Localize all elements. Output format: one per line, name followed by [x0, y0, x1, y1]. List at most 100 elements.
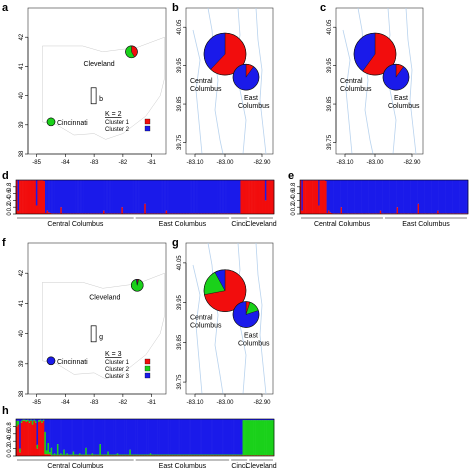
structure-d-bar-segment	[238, 180, 241, 214]
structure-h-bar-segment	[119, 455, 122, 456]
structure-h-bar-segment	[244, 455, 246, 456]
structure-d-bar-segment	[109, 213, 111, 214]
structure-e-bar-segment	[321, 180, 323, 214]
structure-h-bar-segment	[242, 419, 245, 421]
structure-d-bar-segment	[212, 213, 215, 214]
structure-e-bar-segment	[393, 180, 396, 214]
structure-h-bar-segment	[214, 455, 217, 456]
structure-h-bar-segment	[248, 419, 251, 421]
structure-h-bar-segment	[96, 419, 99, 455]
structure-d-bar-segment	[43, 181, 46, 214]
structure-e-bar-segment	[316, 180, 319, 214]
map-g-pie-central-columbus-outline	[203, 269, 247, 312]
structure-h-bar-segment	[110, 454, 113, 456]
structure-d-bar-segment	[63, 180, 66, 214]
structure-e-bar-segment	[456, 180, 459, 214]
structure-h-bar-segment	[99, 419, 102, 445]
structure-h-bar-segment	[33, 419, 36, 420]
structure-h-bar-segment	[272, 419, 275, 421]
map-a-legend-label: Cluster 2	[105, 127, 130, 133]
structure-d-bar-segment	[96, 213, 99, 214]
structure-e-bar-segment	[350, 213, 353, 214]
structure-h-bar-segment	[50, 419, 53, 448]
structure-d-group-label: East Columbus	[159, 221, 207, 228]
structure-d-bar-segment	[133, 180, 136, 214]
map-f-legend-title: K = 3	[105, 351, 122, 358]
structure-h-bar-segment	[174, 419, 177, 455]
structure-h-bar-segment	[97, 454, 100, 456]
structure-h-bar-segment	[47, 454, 50, 456]
structure-e-bar-segment	[351, 213, 354, 214]
structure-d-bar-segment	[52, 180, 55, 214]
structure-h-bar-segment	[231, 454, 234, 456]
structure-d-bar-segment	[136, 213, 139, 214]
structure-d-bar-segment	[124, 213, 127, 214]
structure-d-bar-segment	[113, 213, 116, 214]
structure-h-bar-segment	[154, 419, 157, 455]
structure-h-bar-segment	[220, 419, 223, 455]
structure-h-bar-segment	[149, 453, 152, 456]
structure-h-bar-segment	[141, 455, 144, 456]
structure-e-bar-segment	[356, 180, 358, 214]
structure-e-bar-segment	[392, 213, 395, 214]
structure-h-bar-segment	[58, 455, 61, 456]
structure-d-bar-segment	[49, 180, 52, 213]
structure-e-bar-segment	[434, 213, 437, 214]
structure-h-bar-segment	[173, 455, 176, 456]
map-g-river	[207, 242, 224, 395]
structure-h-bar-segment	[157, 455, 160, 456]
map-c-x-tick-label: -82.90	[403, 160, 421, 166]
structure-h-bar-segment	[67, 455, 70, 456]
structure-h-bar-segment	[119, 454, 122, 456]
structure-h-bar-segment	[130, 455, 133, 456]
structure-e-bar-segment	[417, 180, 420, 204]
structure-d-bar-segment	[119, 180, 122, 214]
structure-h-bar-segment	[61, 454, 64, 456]
structure-h-bar-segment	[156, 454, 158, 456]
structure-h-bar-segment	[89, 454, 92, 456]
structure-d-bar-segment	[64, 180, 67, 214]
structure-h-bar-segment	[145, 454, 147, 456]
structure-d-bar-segment	[40, 180, 43, 214]
structure-d-bar-segment	[234, 180, 237, 214]
structure-h-bar-segment	[152, 455, 155, 456]
structure-d-bar-segment	[153, 180, 156, 214]
structure-d-bar-segment	[58, 180, 61, 214]
structure-e-bar-segment	[381, 213, 383, 214]
structure-e-bar-segment	[434, 180, 437, 214]
structure-h-bar-segment	[34, 422, 37, 456]
structure-e-bar-segment	[419, 213, 421, 214]
structure-d-bar-segment	[95, 180, 98, 214]
structure-e-bar-segment	[302, 180, 305, 214]
structure-e-bar-segment	[350, 180, 353, 214]
structure-h-bar-segment	[115, 454, 117, 456]
structure-h-bar-segment	[228, 419, 231, 455]
structure-h-bar-segment	[91, 455, 94, 456]
structure-h-bar-segment	[33, 419, 36, 421]
structure-d-bar-segment	[19, 180, 21, 214]
structure-h-bar-segment	[182, 455, 185, 456]
structure-h-bar-segment	[102, 454, 105, 456]
structure-d-bar-segment	[222, 180, 224, 214]
structure-e-y-tick-label: 0.6	[291, 189, 297, 198]
structure-h-bar-segment	[111, 419, 114, 455]
structure-h-bar-segment	[42, 420, 45, 456]
structure-e-bar-segment	[428, 213, 431, 214]
structure-h-bar-segment	[16, 426, 18, 456]
panel-c: c 39.75 39.85 39.95 40.05 -83.10 -83.00 -82.90…	[318, 0, 428, 170]
structure-d-bar-segment	[110, 213, 113, 214]
structure-d-bar-segment	[209, 180, 212, 214]
structure-h-bar-segment	[78, 455, 81, 456]
structure-e-bar-segment	[431, 213, 434, 214]
structure-h-bar-segment	[146, 455, 149, 456]
structure-e-bar-segment	[451, 213, 453, 214]
map-f-x-tick-label: -82	[119, 400, 128, 406]
structure-h-bar-segment	[75, 419, 78, 455]
structure-e-bar-segment	[384, 180, 386, 214]
structure-d-bar-segment	[171, 180, 174, 214]
structure-h-bar-segment	[272, 420, 275, 456]
structure-d-bar-segment	[78, 180, 81, 214]
structure-h-bar-segment	[22, 419, 25, 420]
structure-h-bar-segment	[31, 424, 34, 456]
structure-d-bar-segment	[72, 213, 75, 214]
